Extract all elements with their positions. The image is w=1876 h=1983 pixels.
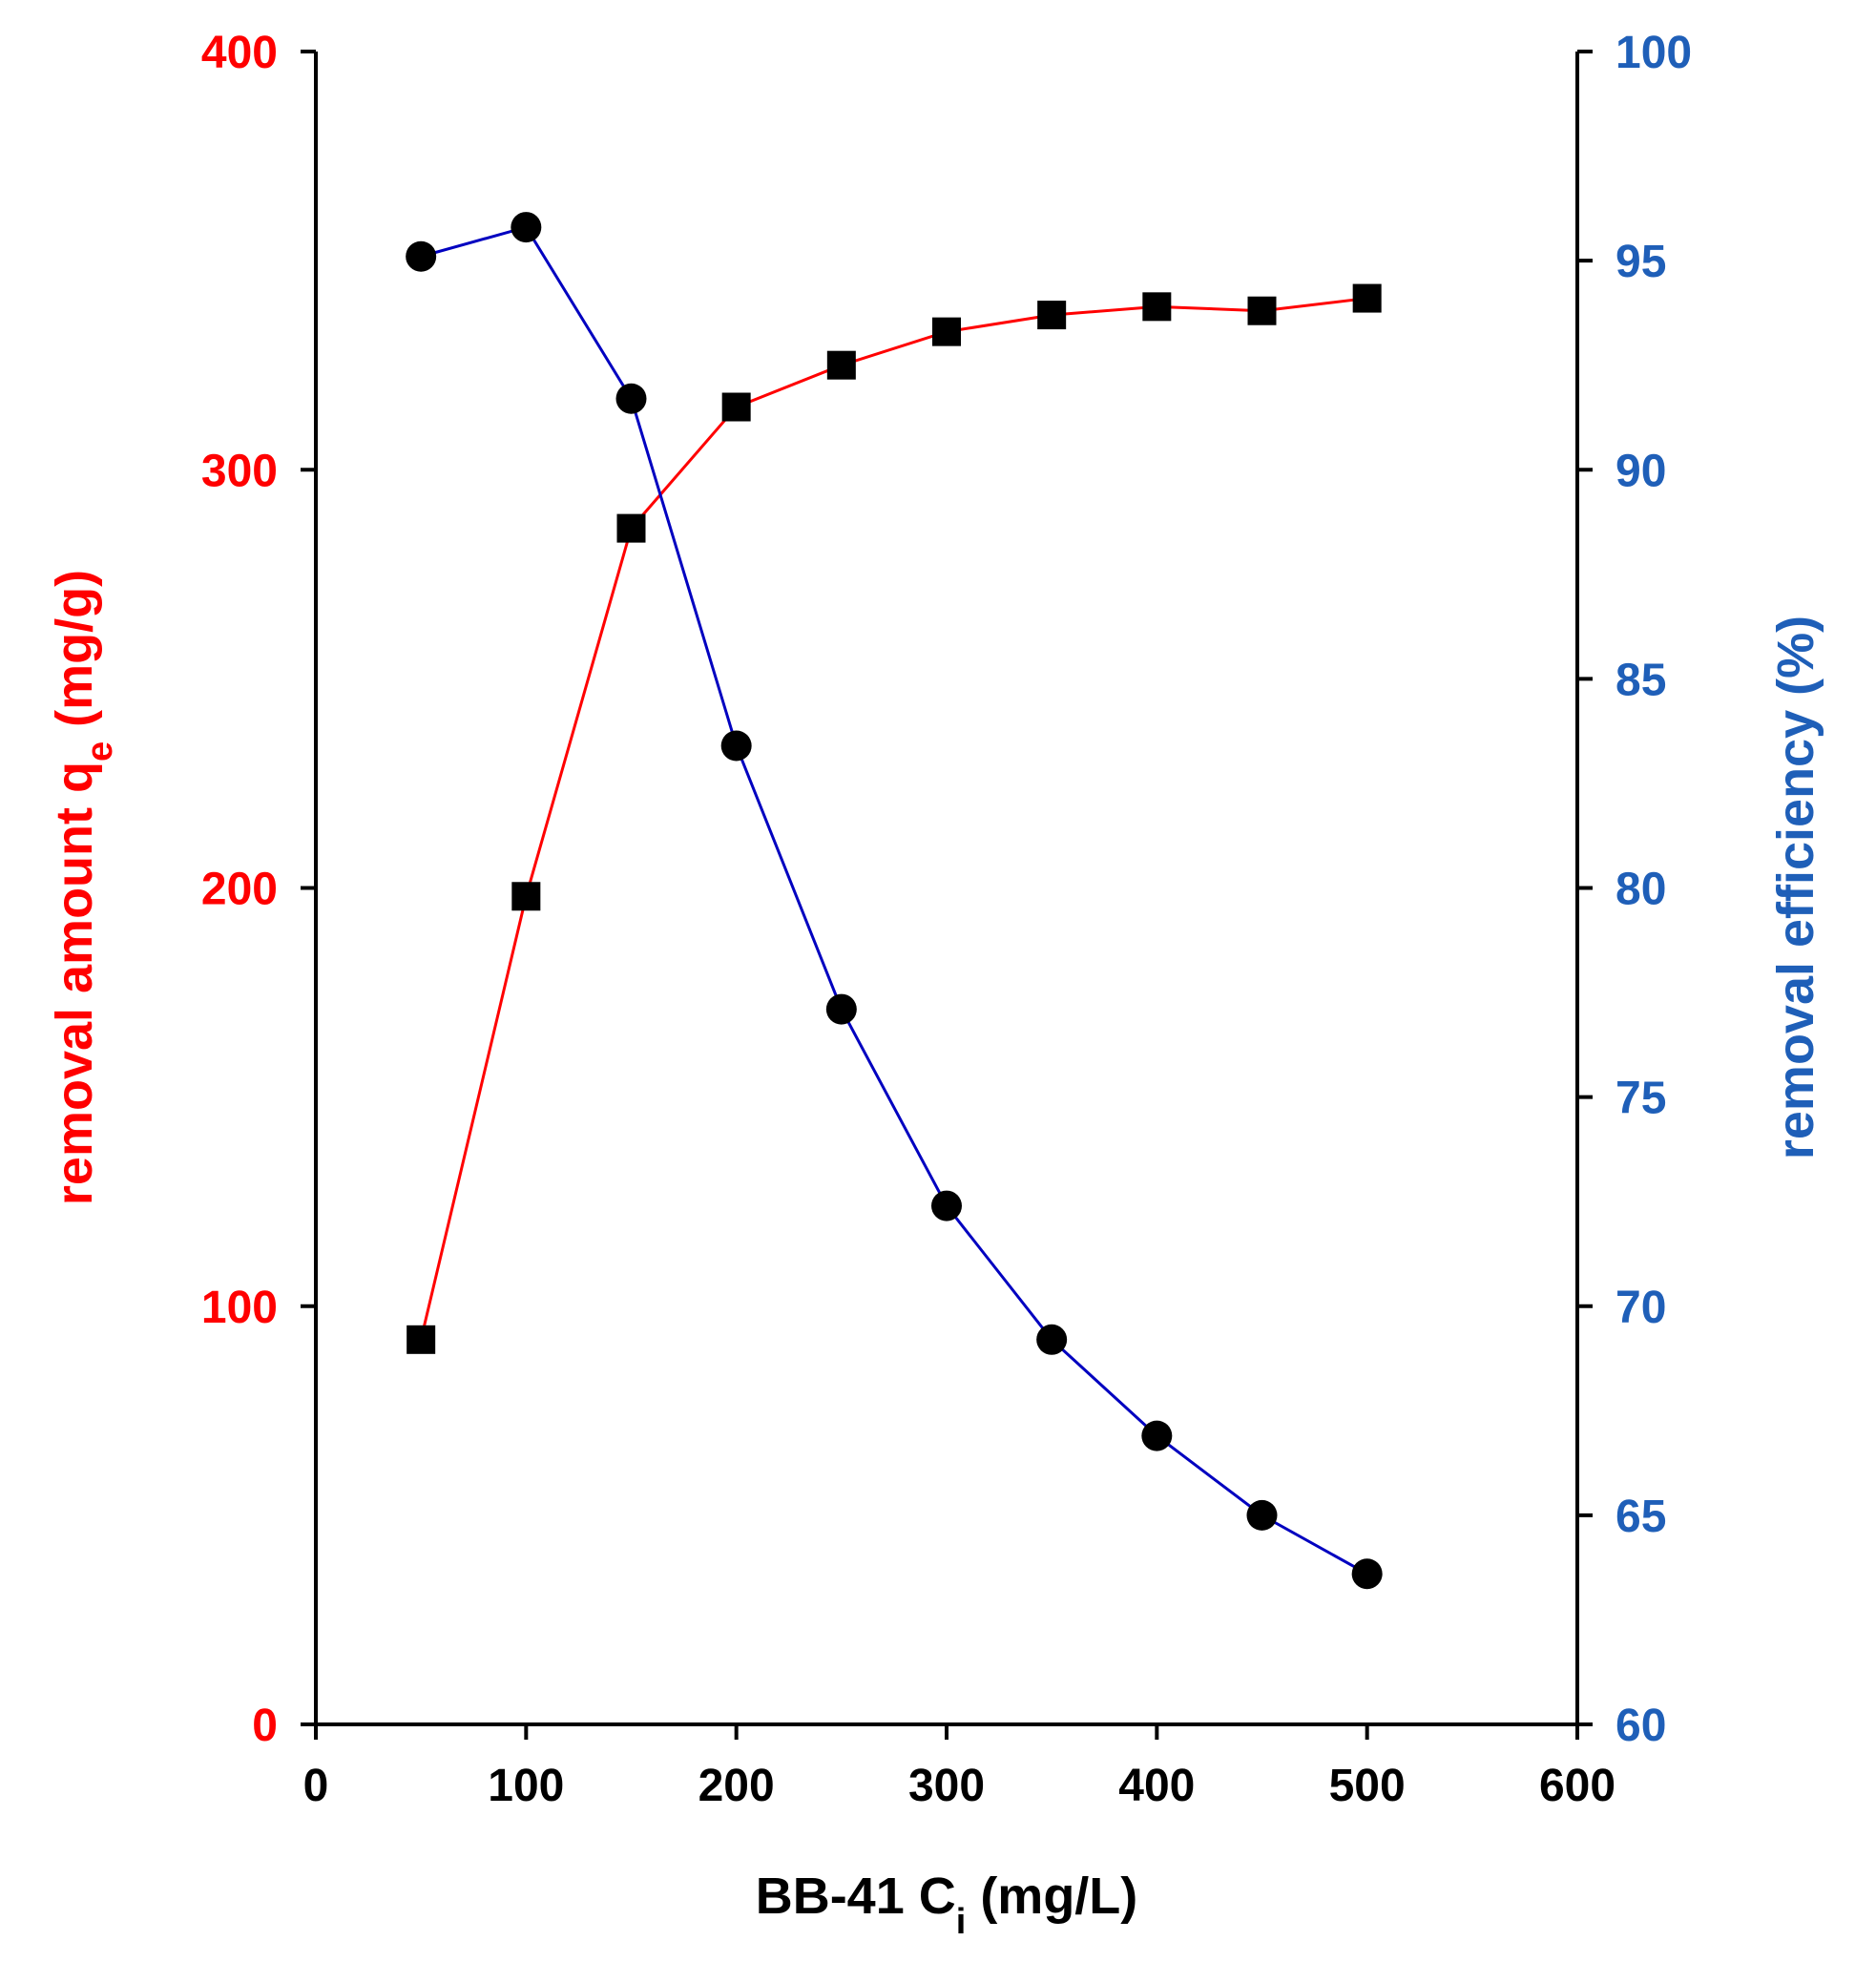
- efficiency-data-point: [511, 212, 542, 243]
- x-tick-label: 600: [1539, 1761, 1615, 1811]
- x-tick-label: 100: [488, 1761, 564, 1811]
- x-axis-title: BB-41 Ci (mg/L): [756, 1868, 1138, 1942]
- efficiency-series-line: [420, 225, 1368, 1576]
- qe-series-line: [419, 297, 1367, 1341]
- efficiency-data-point: [1036, 1324, 1068, 1355]
- labels-layer: 0 100 200 300 400 500 600 0 100 200 300 400 60 65 70 75…: [46, 28, 1824, 1942]
- qe-data-point: [406, 1325, 436, 1354]
- efficiency-data-point: [931, 1190, 962, 1221]
- x-tick-label: 0: [303, 1761, 329, 1811]
- right-y-tick-label: 65: [1615, 1492, 1666, 1542]
- right-y-axis-title: removal efficiency (%): [1767, 616, 1824, 1159]
- x-tick-label: 500: [1329, 1761, 1406, 1811]
- qe-data-point: [1037, 301, 1067, 330]
- efficiency-data-point: [1141, 1420, 1173, 1451]
- qe-data-point: [721, 392, 751, 422]
- right-y-tick-label: 100: [1615, 28, 1692, 78]
- qe-data-point: [932, 317, 961, 346]
- efficiency-data-point: [720, 730, 752, 762]
- series-lines-layer: [419, 225, 1368, 1576]
- qe-data-point: [1247, 296, 1277, 325]
- right-y-tick-label: 90: [1615, 446, 1666, 496]
- left-y-tick-label: 300: [201, 446, 278, 496]
- qe-data-point: [511, 882, 541, 911]
- left-y-tick-label: 0: [252, 1701, 278, 1751]
- efficiency-data-point: [615, 383, 647, 414]
- right-y-tick-label: 85: [1615, 655, 1666, 705]
- qe-data-point: [826, 350, 856, 380]
- left-y-tick-label: 100: [201, 1283, 278, 1333]
- right-y-tick-label: 95: [1615, 237, 1666, 287]
- right-y-tick-label: 75: [1615, 1074, 1666, 1124]
- axes-layer: [301, 50, 1593, 1740]
- markers-layer: [406, 212, 1383, 1590]
- left-y-tick-label: 200: [201, 865, 278, 915]
- efficiency-data-point: [406, 240, 437, 272]
- left-y-tick-label: 400: [201, 28, 278, 78]
- right-y-tick-label: 60: [1615, 1701, 1666, 1751]
- qe-data-point: [1142, 292, 1172, 322]
- right-y-tick-label: 80: [1615, 865, 1666, 915]
- efficiency-data-point: [1246, 1499, 1278, 1531]
- efficiency-data-point: [825, 993, 857, 1025]
- qe-data-point: [1352, 283, 1382, 313]
- left-y-axis-title: removal amount qe (mg/g): [46, 570, 120, 1205]
- qe-data-point: [616, 513, 646, 543]
- efficiency-data-point: [1351, 1558, 1383, 1590]
- right-y-tick-label: 70: [1615, 1283, 1666, 1333]
- x-tick-label: 200: [698, 1761, 775, 1811]
- x-tick-label: 300: [908, 1761, 985, 1811]
- x-tick-label: 400: [1118, 1761, 1195, 1811]
